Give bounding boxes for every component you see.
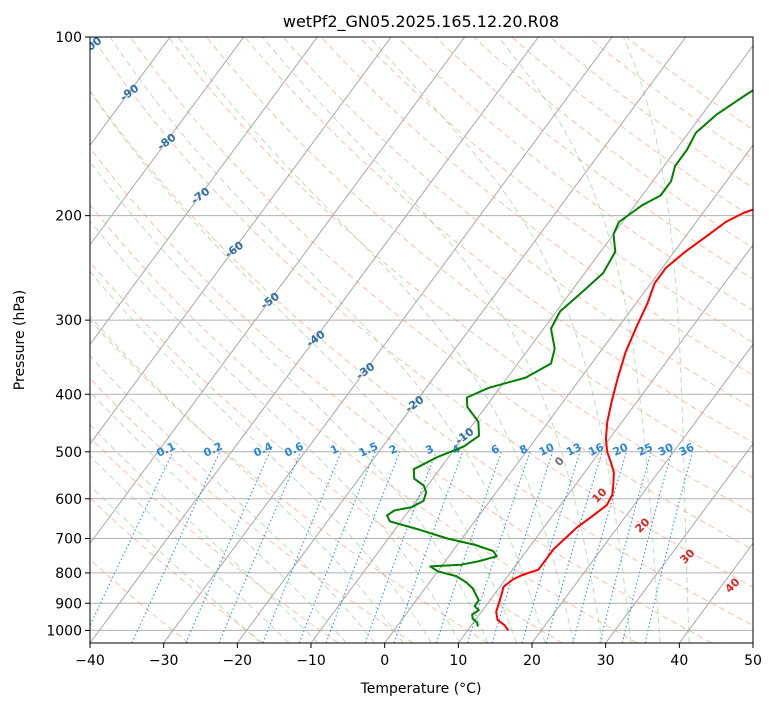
mixing-ratio-label: 20 bbox=[611, 440, 631, 458]
moist-adiabat bbox=[262, 37, 603, 643]
y-tick-label: 800 bbox=[55, 566, 82, 582]
moist-adiabat bbox=[622, 37, 690, 643]
mixing-ratio-label: 16 bbox=[586, 440, 606, 458]
mixing-ratio-line bbox=[435, 451, 502, 643]
dry-adiabat bbox=[168, 37, 753, 514]
y-axis: 100 200 300 400 500 600 700 800 900 1000 bbox=[46, 30, 90, 639]
dry-adiabat bbox=[129, 37, 753, 551]
dry-adiabat bbox=[90, 261, 563, 643]
y-tick-label: 500 bbox=[55, 445, 82, 461]
y-tick-label: 400 bbox=[55, 387, 82, 403]
mixing-ratio-line bbox=[644, 451, 693, 643]
dry-adiabat bbox=[90, 147, 712, 643]
guide-labels: -100-90-80-70-60-50-40-30-20-100.10.20.4… bbox=[90, 37, 743, 596]
y-tick-label: 300 bbox=[55, 313, 82, 329]
x-tick-label: 50 bbox=[744, 653, 762, 669]
x-tick-label: −30 bbox=[149, 653, 179, 669]
moist-adiabat bbox=[90, 424, 319, 643]
y-tick-label: 100 bbox=[55, 30, 82, 46]
x-tick-label: −20 bbox=[223, 653, 253, 669]
isotherm-line bbox=[90, 37, 466, 545]
dry-adiabat bbox=[320, 37, 753, 376]
mixing-ratio-line bbox=[298, 451, 376, 643]
mixing-ratio-line bbox=[364, 451, 437, 643]
moist-adiabat bbox=[90, 391, 347, 643]
mixing-ratio-label: 36 bbox=[677, 440, 697, 458]
x-tick-label: 0 bbox=[380, 653, 389, 669]
isotherm-line bbox=[90, 37, 392, 445]
dry-adiabat bbox=[206, 37, 753, 479]
y-tick-label: 1000 bbox=[46, 623, 82, 639]
moist-adiabat bbox=[368, 37, 632, 643]
isotherm-line bbox=[163, 37, 613, 643]
x-axis-label: Temperature (°C) bbox=[360, 681, 482, 697]
y-tick-label: 200 bbox=[55, 209, 82, 225]
x-axis: −40 −30 −20 −10 0 10 20 30 40 50 bbox=[75, 643, 762, 669]
plot-frame bbox=[89, 36, 754, 644]
moist-adiabat bbox=[90, 161, 489, 643]
moist-adiabat bbox=[90, 271, 432, 643]
dry-adiabat bbox=[358, 37, 753, 343]
temperature-profile bbox=[495, 208, 753, 631]
mixing-ratio-line bbox=[521, 451, 581, 643]
mixing-ratio-line bbox=[325, 451, 401, 643]
x-tick-label: 10 bbox=[449, 653, 467, 669]
isotherm-line bbox=[90, 37, 171, 147]
mixing-ratio-line bbox=[599, 451, 652, 643]
dry-adiabat bbox=[396, 37, 753, 311]
dewpoint-profile bbox=[386, 89, 753, 627]
mixing-ratio-label: 13 bbox=[564, 441, 583, 459]
dry-adiabat bbox=[90, 497, 264, 643]
mixing-ratio-label: 10 bbox=[537, 440, 557, 458]
isotherm-line bbox=[236, 37, 687, 643]
mixing-ratio-line bbox=[185, 451, 271, 643]
mixing-ratio-line bbox=[572, 451, 627, 643]
isotherm-line bbox=[457, 243, 753, 643]
x-tick-label: 20 bbox=[523, 653, 541, 669]
y-tick-label: 700 bbox=[55, 532, 82, 548]
x-tick-label: 30 bbox=[597, 653, 615, 669]
y-tick-label: 600 bbox=[55, 492, 82, 508]
x-tick-label: −40 bbox=[75, 653, 105, 669]
x-tick-label: −10 bbox=[296, 653, 326, 669]
dry-adiabat bbox=[90, 204, 638, 643]
isotherm-line bbox=[531, 343, 753, 643]
mixing-ratio-line bbox=[491, 451, 554, 643]
moist-adiabat bbox=[109, 37, 546, 643]
dry-adiabat bbox=[91, 37, 753, 588]
mixing-ratio-line bbox=[545, 451, 603, 643]
dry-adiabat bbox=[511, 37, 753, 219]
mixing-ratio-line bbox=[621, 451, 673, 643]
moist-adiabat bbox=[90, 455, 290, 643]
isotherm-line bbox=[90, 37, 245, 246]
isotherm-line bbox=[605, 443, 753, 643]
dry-adiabat bbox=[90, 90, 753, 627]
thermo-guides bbox=[90, 37, 753, 643]
profiles bbox=[386, 89, 753, 631]
mixing-ratio-line bbox=[393, 451, 464, 643]
mixing-ratio-label: 30 bbox=[656, 440, 676, 458]
dry-adiabat bbox=[587, 37, 753, 160]
mixing-ratio-line bbox=[262, 451, 342, 643]
dry-adiabat bbox=[549, 37, 753, 189]
mixing-ratio-line bbox=[218, 451, 302, 643]
x-tick-label: 40 bbox=[670, 653, 688, 669]
dry-adiabat bbox=[90, 377, 414, 643]
moist-adiabat bbox=[90, 220, 461, 643]
isotherm-line bbox=[90, 37, 318, 346]
isotherm-line bbox=[90, 37, 539, 643]
mixing-ratio-label: 25 bbox=[635, 441, 654, 459]
isotherm-line bbox=[310, 44, 753, 643]
moist-adiabat bbox=[497, 37, 661, 643]
y-axis-label: Pressure (hPa) bbox=[12, 290, 28, 390]
moist-adiabat bbox=[177, 37, 575, 643]
moist-adiabat bbox=[90, 315, 404, 643]
moist-adiabat bbox=[90, 355, 376, 643]
y-tick-label: 900 bbox=[55, 596, 82, 612]
chart-title: wetPf2_GN05.2025.165.12.20.R08 bbox=[283, 12, 559, 32]
